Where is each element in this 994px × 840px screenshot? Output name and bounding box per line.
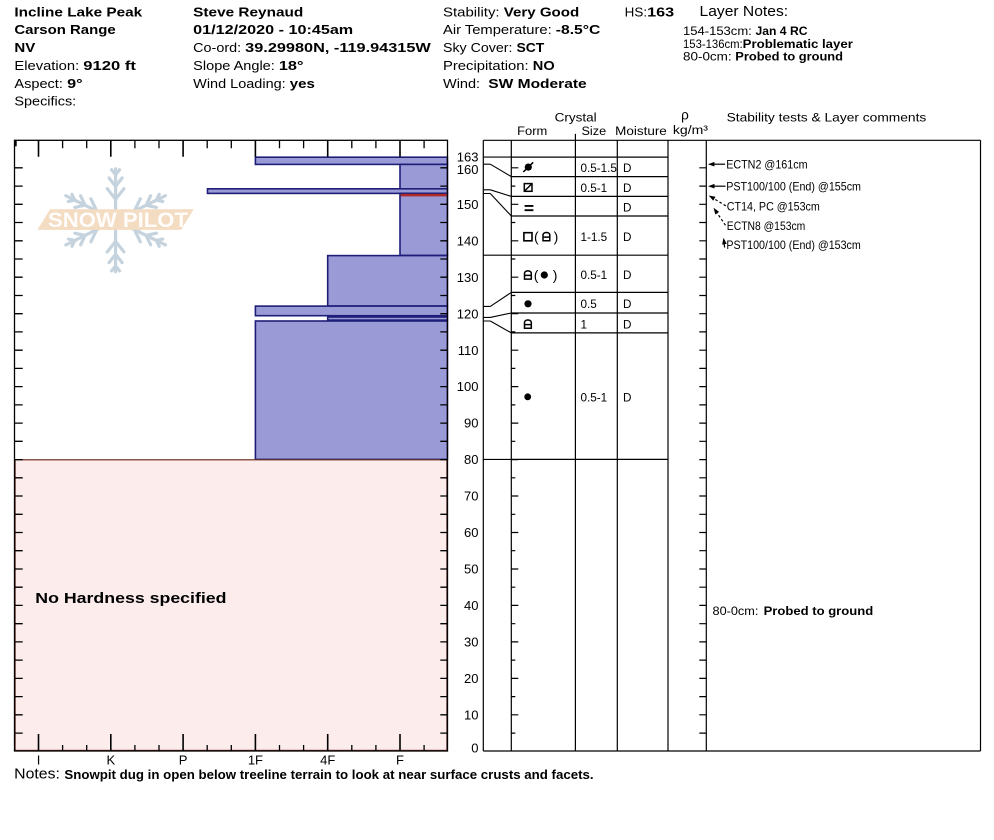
svg-text:Jan 4 RC: Jan 4 RC: [756, 25, 809, 38]
svg-text:PST100/100 (End) @153cm: PST100/100 (End) @153cm: [726, 238, 861, 252]
svg-text:D: D: [623, 231, 631, 244]
svg-text:Probed to ground: Probed to ground: [735, 51, 843, 64]
svg-text:160: 160: [457, 162, 479, 177]
svg-text:130: 130: [457, 270, 479, 285]
svg-text:50: 50: [464, 562, 478, 577]
svg-text:ECTN8 @153cm: ECTN8 @153cm: [727, 219, 806, 233]
svg-text:kg/m³: kg/m³: [673, 123, 708, 137]
svg-text:ECTN2 @161cm: ECTN2 @161cm: [726, 157, 808, 171]
svg-text:01/12/2020 - 10:45am: 01/12/2020 - 10:45am: [193, 22, 353, 37]
svg-text:Form: Form: [517, 124, 547, 138]
svg-text:Very Good: Very Good: [504, 4, 579, 19]
svg-text:D: D: [623, 298, 631, 311]
svg-text:150: 150: [457, 197, 479, 212]
svg-text:Probed to ground: Probed to ground: [764, 604, 874, 618]
svg-text:0.5: 0.5: [581, 298, 598, 311]
svg-text:D: D: [623, 392, 631, 405]
svg-text:80-0cm:: 80-0cm:: [683, 51, 732, 64]
svg-text:D: D: [623, 162, 631, 175]
svg-text:40: 40: [464, 598, 478, 613]
svg-text:Elevation:: Elevation:: [14, 58, 79, 73]
svg-text:K: K: [106, 752, 115, 767]
svg-text:0.5-1: 0.5-1: [581, 269, 608, 282]
svg-text:CT14, PC @153cm: CT14, PC @153cm: [727, 200, 820, 214]
svg-text:(: (: [534, 229, 539, 245]
svg-text:Steve Reynaud: Steve Reynaud: [193, 4, 303, 19]
svg-text:Air Temperature:: Air Temperature:: [443, 22, 552, 37]
svg-text:1F: 1F: [248, 752, 263, 767]
svg-text:F: F: [396, 752, 404, 767]
svg-text:No Hardness specified: No Hardness specified: [35, 590, 226, 607]
svg-text:Stability:: Stability:: [443, 4, 500, 19]
svg-text:Specifics:: Specifics:: [14, 94, 76, 109]
svg-text:SW Moderate: SW Moderate: [488, 76, 586, 91]
svg-text:9°: 9°: [67, 76, 83, 91]
svg-text:60: 60: [464, 525, 478, 540]
svg-text:Carson Range: Carson Range: [14, 22, 115, 37]
svg-text:Incline Lake Peak: Incline Lake Peak: [14, 4, 142, 19]
svg-text:Aspect:: Aspect:: [14, 76, 63, 91]
svg-text:D: D: [623, 202, 631, 215]
svg-text:Moisture: Moisture: [615, 124, 667, 138]
svg-text:SNOW PILOT: SNOW PILOT: [48, 209, 188, 232]
svg-text:0.5-1: 0.5-1: [581, 182, 608, 195]
svg-text:10: 10: [464, 707, 478, 722]
svg-text:153-136cm:: 153-136cm:: [683, 38, 743, 51]
svg-text:30: 30: [464, 635, 478, 650]
svg-text:20: 20: [464, 671, 478, 686]
svg-text:18°: 18°: [279, 58, 304, 73]
svg-text:D: D: [623, 182, 631, 195]
svg-text:110: 110: [458, 343, 479, 358]
svg-text:D: D: [623, 318, 631, 331]
svg-text:0.5-1.5: 0.5-1.5: [581, 162, 618, 175]
svg-text:Crystal: Crystal: [555, 110, 597, 124]
svg-text:39.29980N, -119.94315W: 39.29980N, -119.94315W: [245, 40, 431, 55]
svg-text:-8.5°C: -8.5°C: [556, 22, 601, 37]
svg-text:4F: 4F: [320, 752, 335, 767]
svg-text:SCT: SCT: [517, 40, 545, 55]
svg-text:163: 163: [647, 4, 674, 19]
svg-text:): ): [554, 229, 559, 245]
svg-text:Notes:: Notes:: [14, 766, 60, 782]
svg-text:0.5-1: 0.5-1: [581, 392, 608, 405]
svg-text:70: 70: [464, 489, 478, 504]
svg-text:80: 80: [464, 452, 478, 467]
svg-text:9120 ft: 9120 ft: [83, 58, 136, 73]
svg-text:0: 0: [471, 741, 478, 756]
svg-text:Precipitation:: Precipitation:: [443, 58, 529, 73]
svg-text:P: P: [179, 752, 188, 767]
svg-text:Stability tests & Layer commen: Stability tests & Layer comments: [727, 110, 927, 124]
svg-text:(: (: [534, 267, 539, 283]
svg-text:NO: NO: [533, 58, 555, 73]
svg-text:Co-ord:: Co-ord:: [193, 40, 241, 55]
svg-text:HS:: HS:: [625, 4, 647, 19]
svg-text:90: 90: [464, 416, 478, 431]
svg-text:Slope Angle:: Slope Angle:: [193, 58, 275, 73]
svg-text:PST100/100 (End) @155cm: PST100/100 (End) @155cm: [726, 179, 861, 193]
svg-text:Size: Size: [582, 124, 607, 138]
svg-text:120: 120: [457, 306, 479, 321]
svg-text:ρ: ρ: [681, 108, 689, 123]
svg-text:Wind:: Wind:: [443, 76, 480, 91]
svg-text:Problematic layer: Problematic layer: [743, 38, 854, 51]
svg-text:163: 163: [457, 150, 479, 165]
svg-text:NV: NV: [14, 40, 35, 55]
svg-text:1-1.5: 1-1.5: [581, 231, 608, 244]
svg-text:D: D: [623, 269, 631, 282]
svg-text:140: 140: [457, 233, 479, 248]
svg-text:Sky Cover:: Sky Cover:: [443, 40, 512, 55]
svg-text:100: 100: [457, 379, 479, 394]
svg-text:Snowpit dug in open below tree: Snowpit dug in open below treeline terra…: [64, 767, 593, 782]
svg-text:): ): [553, 267, 558, 283]
svg-text:80-0cm:: 80-0cm:: [713, 604, 759, 618]
svg-text:1: 1: [581, 318, 588, 331]
svg-text:Wind Loading:: Wind Loading:: [193, 76, 286, 91]
svg-text:yes: yes: [290, 76, 315, 91]
svg-text:I: I: [37, 752, 41, 767]
svg-text:154-153cm:: 154-153cm:: [683, 25, 752, 38]
svg-text:Layer Notes:: Layer Notes:: [700, 4, 789, 20]
